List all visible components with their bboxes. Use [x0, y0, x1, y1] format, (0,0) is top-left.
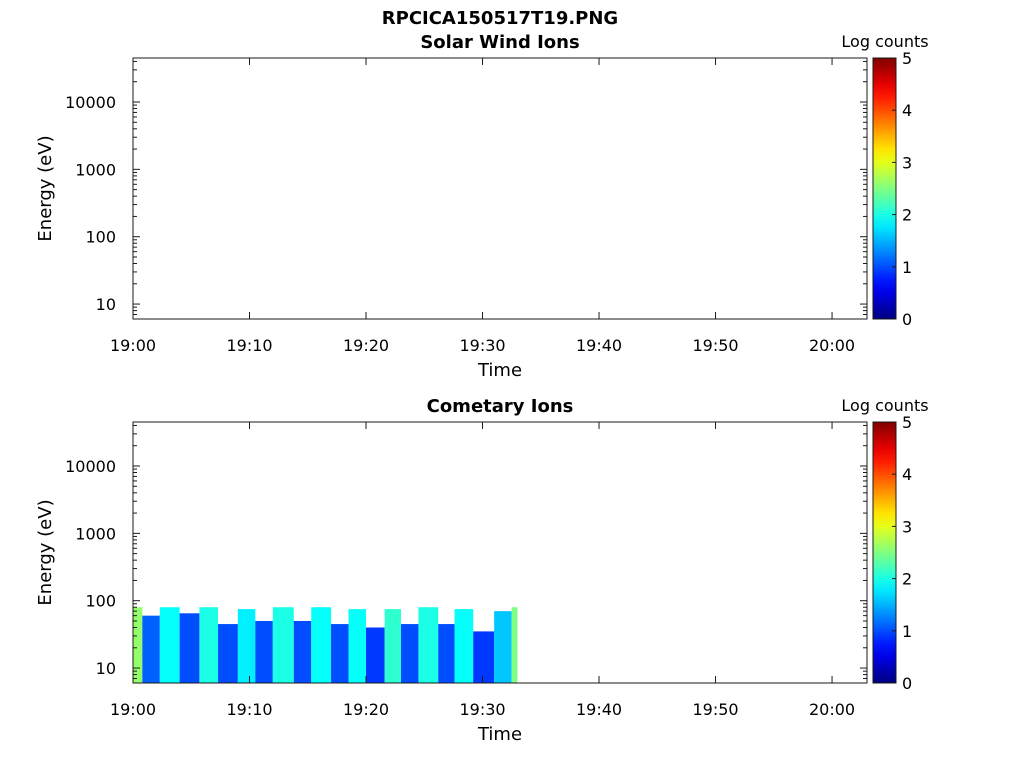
data-band	[473, 631, 495, 683]
colorbar-tick-label: 2	[902, 570, 912, 589]
panel-title: Solar Wind Ions	[420, 32, 579, 53]
colorbar-tick-label: 4	[902, 101, 912, 120]
data-band	[384, 609, 401, 683]
data-band	[438, 624, 455, 683]
y-tick-label: 10000	[65, 93, 116, 112]
panel-title: Cometary Ions	[427, 396, 574, 417]
y-tick-label: 10	[96, 659, 116, 678]
plot-frame	[132, 57, 868, 320]
colorbar-label: Log counts	[841, 32, 928, 51]
colorbar-tick-label: 5	[902, 49, 912, 68]
data-band	[400, 624, 419, 683]
x-tick-label: 19:00	[110, 700, 156, 719]
colorbar-tick-label: 0	[902, 310, 912, 329]
data-band	[159, 607, 180, 683]
x-tick-label: 19:50	[692, 336, 738, 355]
x-tick-label: 19:50	[692, 700, 738, 719]
x-tick-label: 19:10	[226, 336, 272, 355]
y-axis: 10 100 1000 10000	[65, 424, 867, 684]
x-axis: 19:00 19:10 19:20 19:30 19:40 19:50 20:00	[110, 58, 855, 355]
colorbar-tick-label: 5	[902, 413, 912, 432]
colorbar-tick-label: 3	[902, 517, 912, 536]
colorbar-tick-label: 4	[902, 465, 912, 484]
data-band	[255, 620, 273, 683]
plot-frame	[132, 421, 868, 684]
data-band	[218, 624, 238, 683]
data-band	[454, 609, 474, 683]
y-axis-label: Energy (eV)	[35, 499, 56, 605]
data-band	[366, 627, 385, 683]
colorbar-tick-label: 0	[902, 674, 912, 693]
x-tick-label: 19:00	[110, 336, 156, 355]
y-tick-label: 100	[85, 592, 116, 611]
data-band	[418, 607, 439, 683]
colorbar-tick-label: 2	[902, 206, 912, 225]
x-tick-label: 20:00	[809, 700, 855, 719]
x-axis-label: Time	[477, 724, 522, 745]
data-band	[142, 615, 160, 683]
x-tick-label: 19:30	[459, 700, 505, 719]
figure-title: RPCICA150517T19.PNG	[382, 8, 618, 29]
x-tick-label: 20:00	[809, 336, 855, 355]
data-band	[293, 620, 312, 683]
x-tick-label: 19:40	[576, 336, 622, 355]
data-band	[272, 607, 294, 683]
y-tick-label: 1000	[75, 524, 116, 543]
colorbar-gradient	[872, 57, 897, 320]
x-tick-label: 19:10	[226, 700, 272, 719]
data-band	[199, 607, 219, 683]
x-axis-label: Time	[477, 360, 522, 381]
colorbar-tick-label: 3	[902, 153, 912, 172]
data-band	[237, 609, 256, 683]
colorbar: Log counts 0 1 2 3 4 5	[841, 396, 928, 693]
y-axis-label: Energy (eV)	[35, 135, 56, 241]
data-band	[331, 624, 349, 683]
colorbar-label: Log counts	[841, 396, 928, 415]
data-band	[348, 609, 367, 683]
data-band	[494, 611, 512, 683]
y-tick-label: 100	[85, 228, 116, 247]
colorbar-gradient	[872, 421, 897, 684]
y-tick-label: 1000	[75, 160, 116, 179]
data-band	[179, 613, 200, 683]
y-tick-label: 10	[96, 295, 116, 314]
x-tick-label: 19:20	[343, 700, 389, 719]
data-bands	[133, 607, 518, 683]
y-axis: 10 100 1000 10000	[65, 60, 867, 320]
x-tick-label: 19:20	[343, 336, 389, 355]
x-tick-label: 19:30	[459, 336, 505, 355]
y-tick-label: 10000	[65, 457, 116, 476]
x-axis: 19:00 19:10 19:20 19:30 19:40 19:50 20:00	[110, 422, 855, 719]
data-band	[511, 607, 518, 683]
data-band	[133, 607, 143, 683]
colorbar: Log counts 0 1 2 3 4 5	[841, 32, 928, 329]
data-band	[311, 607, 332, 683]
colorbar-tick-label: 1	[902, 258, 912, 277]
x-tick-label: 19:40	[576, 700, 622, 719]
colorbar-tick-label: 1	[902, 622, 912, 641]
